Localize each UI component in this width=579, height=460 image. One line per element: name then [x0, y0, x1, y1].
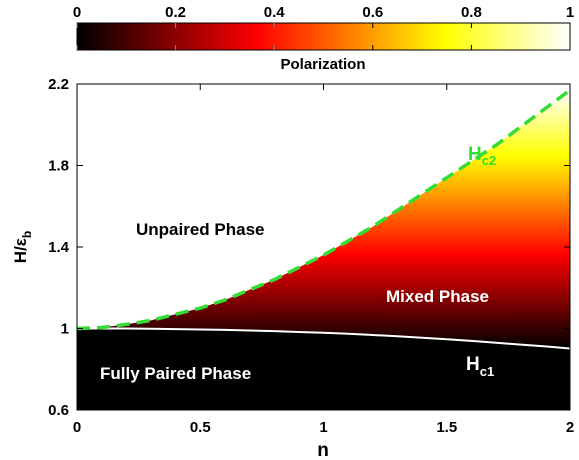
- colorbar: 0 0.2 0.4 0.6 0.8 1 Polarization: [73, 4, 574, 73]
- x-tick-label: 1: [319, 419, 327, 436]
- y-tick-label: 1.4: [48, 239, 70, 256]
- fully-paired-region: [77, 328, 570, 410]
- x-tick-label: 0.5: [190, 419, 211, 436]
- mixed-phase-label: Mixed Phase: [386, 287, 489, 306]
- x-tick-label: 0: [73, 419, 81, 436]
- x-tick-label: 2: [566, 419, 574, 436]
- x-tick-label: 1.5: [436, 419, 457, 436]
- colorbar-tick-label: 0.6: [362, 4, 383, 21]
- colorbar-tick-label: 0: [73, 4, 81, 21]
- colorbar-tick-label: 1: [566, 4, 574, 21]
- y-axis-label: H/εb: [11, 231, 34, 263]
- hc1-label: Hc1: [466, 354, 494, 379]
- fully-paired-phase-label: Fully Paired Phase: [100, 364, 251, 383]
- colorbar-tick-label: 0.8: [461, 4, 482, 21]
- plot-area: 0 0.5 1 1.5 2 0.6 1 1.4 1.8 2.2: [48, 76, 574, 436]
- colorbar-tick-label: 0.2: [165, 4, 186, 21]
- unpaired-phase-label: Unpaired Phase: [136, 220, 265, 239]
- mixed-phase-region: [77, 90, 570, 349]
- colorbar-tick-label: 0.4: [264, 4, 286, 21]
- colorbar-ticks: 0 0.2 0.4 0.6 0.8 1: [73, 4, 574, 50]
- x-axis-label: n: [317, 440, 329, 460]
- axis-ticks: 0 0.5 1 1.5 2 0.6 1 1.4 1.8 2.2: [48, 76, 574, 436]
- y-tick-label: 1: [61, 321, 69, 338]
- hc2-label: Hc2: [468, 144, 496, 168]
- hc1-curve: [77, 327, 570, 350]
- hc2-curve: [77, 88, 570, 331]
- colorbar-fill: [76, 22, 571, 51]
- y-tick-label: 2.2: [48, 76, 69, 93]
- y-tick-label: 0.6: [48, 402, 69, 419]
- y-tick-label: 1.8: [48, 158, 69, 175]
- colorbar-label: Polarization: [280, 56, 365, 73]
